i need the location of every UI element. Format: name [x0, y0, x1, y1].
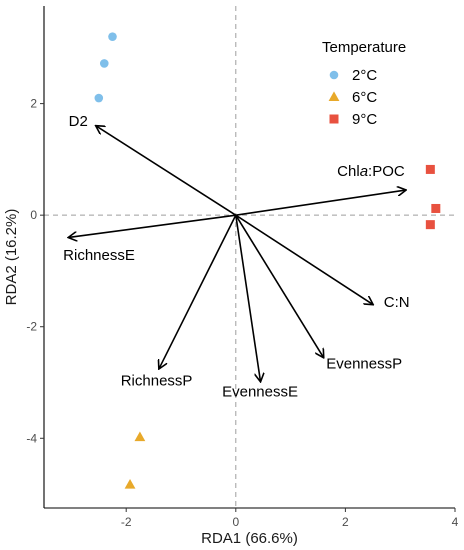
vector-arrow-richnessp	[159, 214, 237, 368]
x-tick-label: 2	[342, 515, 349, 529]
point-square-1	[425, 164, 435, 174]
point-circle-3	[94, 93, 104, 103]
vector-arrow-d2	[96, 126, 237, 216]
x-axis-ticks: -2 0 2 4	[121, 508, 459, 529]
legend-entry-label: 9°C	[352, 111, 377, 128]
y-axis-ticks: -4 -2 0 2	[26, 97, 44, 445]
plot-background	[44, 6, 455, 508]
vector-label-evennessp: EvennessP	[326, 356, 402, 373]
x-axis-title: RDA1 (66.6%)	[201, 530, 298, 547]
legend: Temperature 2°C 6°C 9°C	[322, 39, 406, 128]
legend-entry-label: 2°C	[352, 67, 377, 84]
vector-label-d2: D2	[69, 113, 88, 130]
vector-arrow-chla-poc	[235, 190, 406, 216]
point-triangle-1	[134, 431, 146, 442]
point-square-3	[425, 220, 435, 230]
y-tick-label: -4	[26, 431, 37, 445]
x-tick-label: 4	[452, 515, 459, 529]
y-tick-label: -2	[26, 320, 37, 334]
point-circle-1	[108, 32, 117, 41]
data-points	[94, 32, 441, 489]
legend-key-triangle	[328, 91, 340, 101]
vector-arrow-evennessp	[235, 214, 324, 357]
vector-label-evennesse: EvennessE	[222, 383, 298, 400]
legend-title: Temperature	[322, 39, 406, 56]
vector-label-richnessp: RichnessP	[121, 372, 193, 389]
plot-area	[44, 6, 455, 508]
legend-entry-label: 6°C	[352, 89, 377, 106]
vector-arrow-richnesse	[69, 214, 236, 237]
axes	[43, 6, 455, 509]
point-square-2	[431, 203, 441, 213]
y-tick-label: 0	[30, 208, 37, 222]
zero-lines	[44, 6, 455, 508]
vector-arrow-c-n	[235, 214, 373, 304]
y-axis-title: RDA2 (16.2%)	[3, 209, 20, 306]
x-tick-label: 0	[232, 515, 239, 529]
vector-label-chla-poc: Chla:POC	[337, 163, 405, 180]
vector-arrow-evennesse	[235, 215, 261, 381]
point-circle-2	[99, 59, 109, 68]
vector-label-c-n: C:N	[384, 294, 410, 311]
point-triangle-2	[124, 478, 136, 489]
legend-key-square	[329, 114, 339, 124]
vector-label-richnesse: RichnessE	[63, 247, 135, 264]
biplot-vectors: D2 Chla:POC RichnessE C:N EvennessP EvennessE…	[63, 113, 409, 401]
y-tick-label: 2	[30, 97, 37, 111]
x-tick-label: -2	[121, 515, 132, 529]
legend-key-circle	[329, 70, 339, 80]
